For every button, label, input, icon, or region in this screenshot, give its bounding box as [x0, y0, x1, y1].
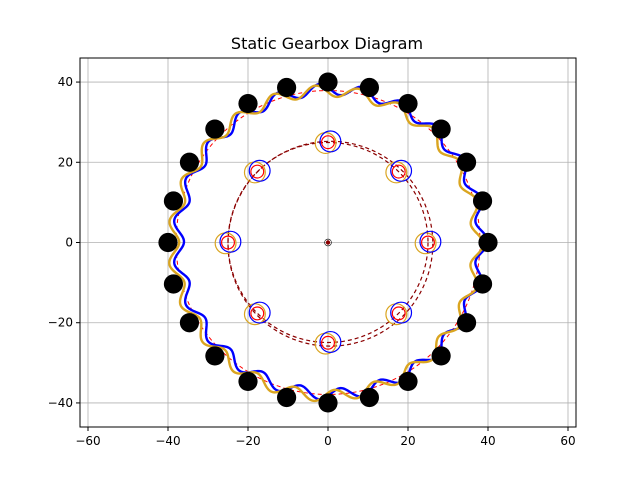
ring-roller [238, 371, 258, 392]
ring-roller [179, 152, 200, 172]
ring-roller [478, 232, 498, 253]
output-pin [250, 164, 265, 179]
ring-roller [398, 93, 418, 114]
y-tick-label: 40 [58, 75, 73, 89]
output-pin [250, 306, 265, 321]
pin-hole-blue [248, 159, 271, 182]
ring-roller [472, 191, 493, 211]
output-pin [321, 135, 336, 150]
ring-roller [359, 387, 379, 408]
x-tick-label: 60 [560, 434, 575, 448]
output-pin [391, 306, 406, 321]
ring-roller [398, 371, 418, 392]
ring-roller [456, 152, 477, 172]
pin-hole-blue [319, 330, 342, 353]
ring-roller [277, 77, 297, 98]
chart-title: Static Gearbox Diagram [231, 34, 423, 53]
output-pin [321, 335, 336, 350]
ring-roller [472, 274, 493, 294]
pin-hole-blue [248, 301, 271, 324]
x-tick-label: 20 [400, 434, 415, 448]
axes-layer: −60 −40 −20 0 20 40 60 −40 −20 0 20 40 [48, 57, 577, 448]
ring-roller [431, 346, 451, 366]
ring-roller [238, 93, 258, 114]
center-marker [325, 240, 331, 245]
x-tick-label: −60 [75, 434, 100, 448]
ring-roller [163, 191, 184, 211]
output-pin [391, 164, 406, 179]
pin-hole-blue [319, 130, 342, 153]
ring-roller [179, 313, 200, 333]
y-tick-label: −40 [48, 396, 73, 410]
plot-layer [158, 72, 498, 413]
y-tick-label: 20 [58, 155, 73, 169]
ring-roller [158, 232, 178, 253]
ring-roller [163, 274, 184, 294]
ring-roller [205, 346, 225, 366]
ring-roller [456, 313, 477, 333]
ring-roller [431, 119, 451, 139]
pin-hole-blue [390, 159, 413, 182]
ring-roller [318, 393, 338, 413]
pin-hole-blue [419, 230, 442, 253]
x-tick-label: −40 [155, 434, 180, 448]
ring-roller [205, 119, 225, 139]
pin-hole-blue [219, 230, 242, 253]
inner-pitch-circle [227, 141, 429, 344]
x-tick-label: −20 [235, 434, 260, 448]
output-pin [421, 235, 436, 250]
ring-roller [359, 77, 379, 98]
ring-roller [318, 72, 338, 92]
x-tick-label: 0 [324, 434, 332, 448]
center-ring [324, 238, 332, 247]
y-tick-label: −20 [48, 316, 73, 330]
pin-hole-blue [390, 301, 413, 324]
y-tick-label: 0 [65, 236, 73, 250]
x-tick-label: 40 [480, 434, 495, 448]
output-pin [221, 235, 236, 250]
ring-roller [277, 387, 297, 408]
